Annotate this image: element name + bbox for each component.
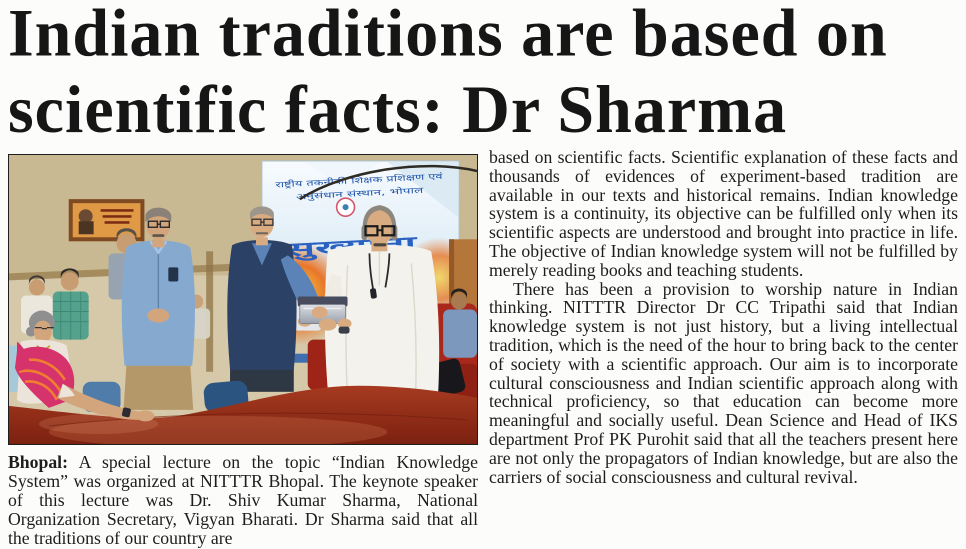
man-blue-shirt: [121, 207, 195, 410]
article-body: based on scientific facts. Scientific ex…: [489, 148, 958, 548]
caption-text: A special lecture on the topic “Indian K…: [8, 452, 478, 548]
event-photo-illustration: राष्ट्रीय तकनीकी शिक्षक प्रशिक्षण एवं अन…: [9, 155, 477, 444]
article-content: राष्ट्रीय तकनीकी शिक्षक प्रशिक्षण एवं अन…: [8, 148, 958, 548]
audience-man-checked-shirt: [52, 268, 89, 340]
caption-dateline: Bhopal:: [8, 452, 68, 472]
headline-line-1: Indian traditions are based on: [8, 0, 888, 72]
ceiling-wire: [299, 164, 477, 201]
article-headline: Indian traditions are based on scientifi…: [8, 0, 888, 148]
photo-caption: Bhopal: A special lecture on the topic “…: [8, 453, 478, 548]
body-paragraph-1: based on scientific facts. Scientific ex…: [489, 147, 958, 280]
left-column: राष्ट्रीय तकनीकी शिक्षक प्रशिक्षण एवं अन…: [8, 148, 478, 548]
event-photo: राष्ट्रीय तकनीकी शिक्षक प्रशिक्षण एवं अन…: [8, 154, 478, 445]
body-paragraph-2: There has been a provision to worship na…: [489, 278, 958, 487]
memento-box: [297, 296, 352, 334]
seated-woman: [14, 310, 75, 408]
wall-poster: [68, 199, 145, 242]
woman-arm: [56, 383, 155, 422]
headline-line-2: scientific facts: Dr Sharma: [8, 72, 788, 148]
